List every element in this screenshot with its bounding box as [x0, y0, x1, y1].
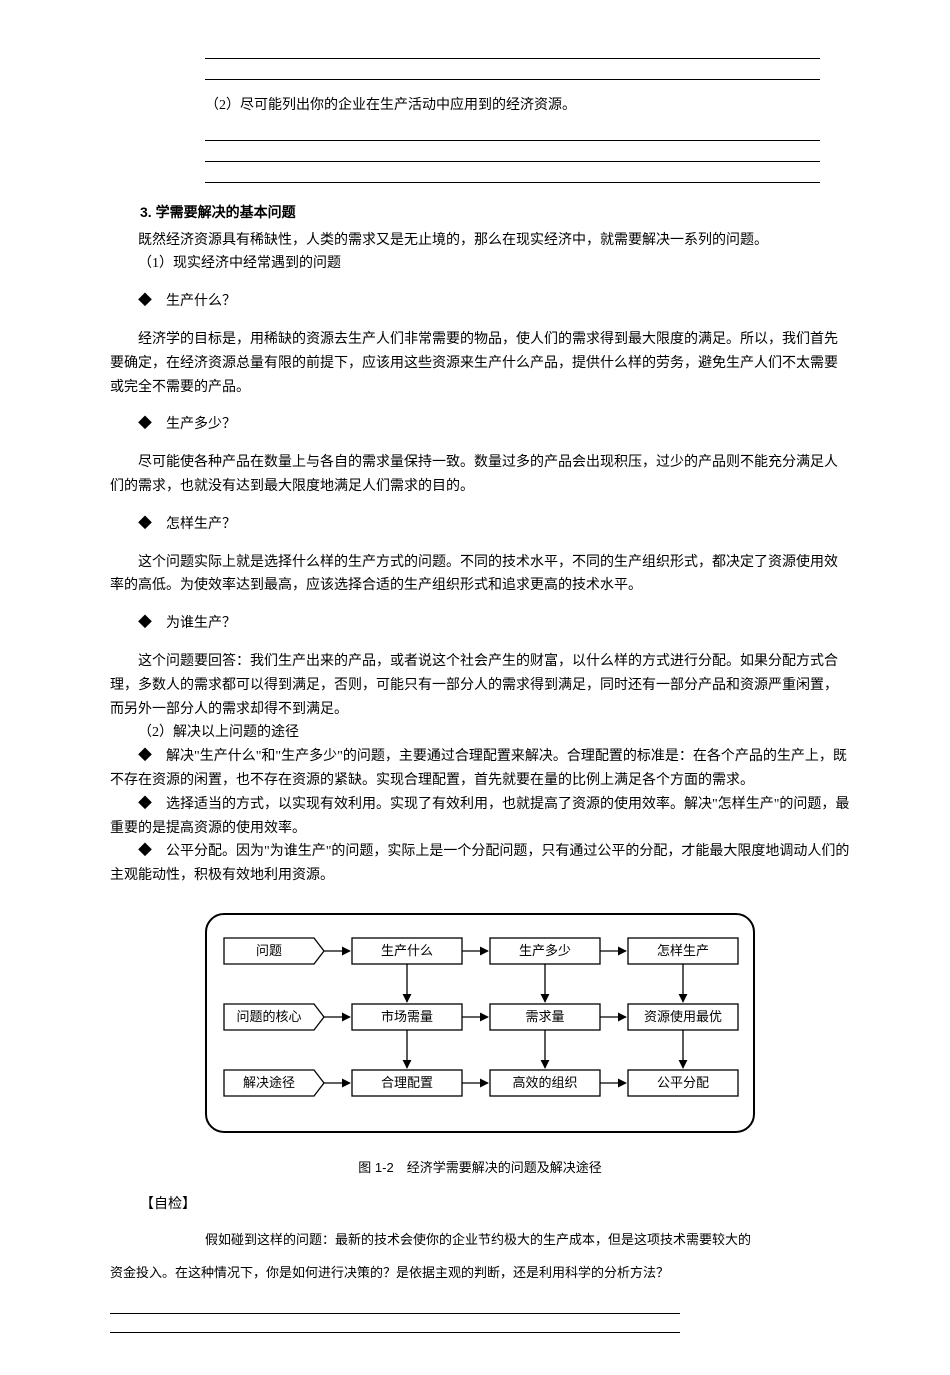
svg-text:解决途径: 解决途径 [243, 1075, 295, 1090]
self-check-blank-lines [110, 1297, 850, 1333]
bullet-body: 这个问题实际上就是选择什么样的生产方式的问题。不同的技术水平，不同的生产组织形式… [110, 551, 850, 599]
blank-line [205, 61, 820, 80]
svg-text:问题: 问题 [256, 943, 282, 958]
self-check-text-2: 资金投入。在这种情况下，你是如何进行决策的？是依据主观的判断，还是利用科学的分析… [110, 1263, 820, 1284]
blank-line [205, 143, 820, 162]
q2-blank-lines [110, 122, 850, 183]
flowchart-diagram: 问题 生产什么 生产多少 怎样生产问题的核心 市场需量 需求量 资源使用最优解决途径 合理配置… [200, 908, 760, 1147]
svg-text:生产什么: 生产什么 [381, 943, 433, 958]
bullet-item: ◆ 怎样生产？ [138, 513, 850, 537]
bullet-body: 这个问题要回答：我们生产出来的产品，或者说这个社会产生的财富，以什么样的方式进行… [110, 650, 850, 721]
blank-line [110, 1316, 680, 1333]
solution-item: ◆ 解决"生产什么"和"生产多少"的问题，主要通过合理配置来解决。合理配置的标准… [110, 745, 850, 793]
subsection-1-title: （1）现实经济中经常遇到的问题 [110, 252, 850, 276]
svg-text:高效的组织: 高效的组织 [512, 1075, 577, 1090]
svg-text:市场需量: 市场需量 [381, 1009, 433, 1024]
svg-text:问题的核心: 问题的核心 [236, 1009, 301, 1024]
self-check-text-1: 假如碰到这样的问题：最新的技术会使你的企业节约极大的生产成本，但是这项技术需要较… [205, 1230, 820, 1251]
svg-text:生产多少: 生产多少 [519, 943, 571, 958]
blank-line [205, 122, 820, 141]
svg-text:资源使用最优: 资源使用最优 [644, 1009, 722, 1024]
blank-line [205, 40, 820, 59]
bullet-item: ◆ 生产多少？ [138, 413, 850, 437]
blank-line [205, 164, 820, 183]
svg-text:需求量: 需求量 [525, 1009, 564, 1024]
section-3-intro: 既然经济资源具有稀缺性，人类的需求又是无止境的，那么在现实经济中，就需要解决一系… [110, 229, 850, 253]
bullet-item: ◆ 生产什么？ [138, 290, 850, 314]
svg-text:公平分配: 公平分配 [657, 1075, 709, 1090]
bullet-body: 尽可能使各种产品在数量上与各自的需求量保持一致。数量过多的产品会出现积压，过少的… [110, 451, 850, 499]
bullet-body: 经济学的目标是，用稀缺的资源去生产人们非常需要的物品，使人们的需求得到最大限度的… [110, 328, 850, 399]
top-blank-lines [110, 40, 850, 80]
diagram-caption: 图 1-2 经济学需要解决的问题及解决途径 [110, 1157, 850, 1179]
solution-item: ◆ 公平分配。因为"为谁生产"的问题，实际上是一个分配问题，只有通过公平的分配，… [110, 840, 850, 888]
svg-text:怎样生产: 怎样生产 [657, 943, 709, 958]
bullet-item: ◆ 为谁生产？ [138, 612, 850, 636]
solution-item: ◆ 选择适当的方式，以实现有效利用。实现了有效利用，也就提高了资源的使用效率。解… [110, 793, 850, 841]
svg-text:合理配置: 合理配置 [381, 1075, 433, 1090]
section-3-heading: 3. 学需要解决的基本问题 [140, 201, 850, 225]
self-check-label: 【自检】 [140, 1193, 850, 1217]
question-2-text: （2）尽可能列出你的企业在生产活动中应用到的经济资源。 [205, 94, 850, 118]
blank-line [110, 1297, 680, 1314]
subsection-2-title: （2）解决以上问题的途径 [110, 721, 850, 745]
